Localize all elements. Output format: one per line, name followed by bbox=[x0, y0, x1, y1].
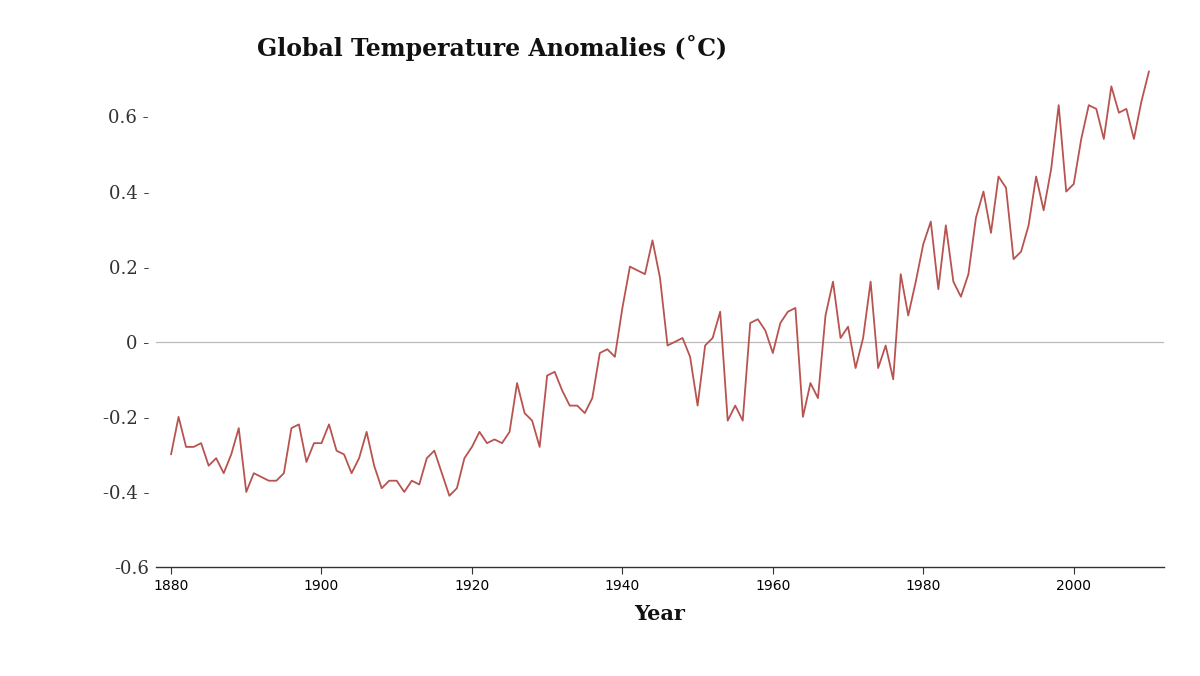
Text: Global Temperature Anomalies (˚C): Global Temperature Anomalies (˚C) bbox=[257, 35, 727, 62]
X-axis label: Year: Year bbox=[635, 604, 685, 624]
